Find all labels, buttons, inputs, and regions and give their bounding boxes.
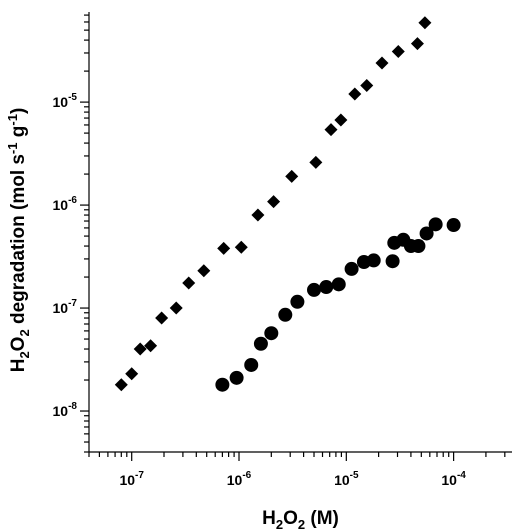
diamond-point: [114, 378, 128, 392]
y-axis: 10-8 10-7 10-6 10-5: [53, 12, 90, 453]
diamond-point: [217, 241, 231, 255]
diamond-point: [155, 311, 169, 325]
data-points: [114, 16, 461, 392]
circle-point: [319, 280, 334, 295]
diamond-point: [418, 16, 432, 30]
circle-point: [366, 253, 381, 268]
circle-point: [446, 218, 461, 233]
diamond-point: [197, 264, 211, 278]
diamond-point: [309, 155, 323, 169]
x-axis-title: H2O2 (M): [262, 508, 339, 532]
x-tick-label: 10-7: [119, 470, 144, 488]
x-tick-label: 10-6: [227, 470, 252, 488]
diamond-point: [348, 87, 362, 101]
y-tick-label: 10-5: [53, 92, 78, 110]
diamond-point: [251, 208, 265, 222]
diamond-point: [169, 301, 183, 315]
diamond-point: [375, 56, 389, 70]
diamond-point: [324, 123, 338, 137]
diamond-point: [360, 78, 374, 92]
circle-point: [307, 282, 322, 297]
x-axis: 10-7 10-6 10-5 10-4: [88, 451, 512, 488]
circle-point: [278, 307, 293, 322]
circle-point: [290, 294, 305, 309]
circle-point: [229, 370, 244, 385]
circle-point: [331, 277, 346, 292]
diamond-point: [285, 169, 299, 183]
circle-point: [264, 326, 279, 341]
x-tick-label: 10-4: [441, 470, 466, 488]
y-tick-label: 10-6: [53, 195, 78, 213]
diamond-point: [125, 367, 139, 381]
circle-point: [428, 217, 443, 232]
diamond-point: [182, 276, 196, 290]
y-tick-label: 10-7: [53, 298, 78, 316]
circle-point: [244, 357, 259, 372]
diamond-point: [133, 342, 147, 356]
circle-point: [253, 336, 268, 351]
diamond-point: [234, 240, 248, 254]
circle-point: [344, 261, 359, 276]
circle-point: [385, 254, 400, 269]
diamond-point: [334, 113, 348, 127]
diamond-point: [391, 45, 405, 59]
circle-point: [411, 239, 426, 254]
y-tick-label: 10-8: [53, 401, 78, 419]
y-axis-title: H2O2 degradation (mol s-1 g-1): [5, 108, 32, 373]
circle-point: [419, 226, 434, 241]
diamond-point: [144, 339, 158, 353]
x-tick-label: 10-5: [334, 470, 359, 488]
diamond-point: [267, 195, 281, 209]
diamond-point: [410, 37, 424, 51]
circle-point: [215, 377, 230, 392]
